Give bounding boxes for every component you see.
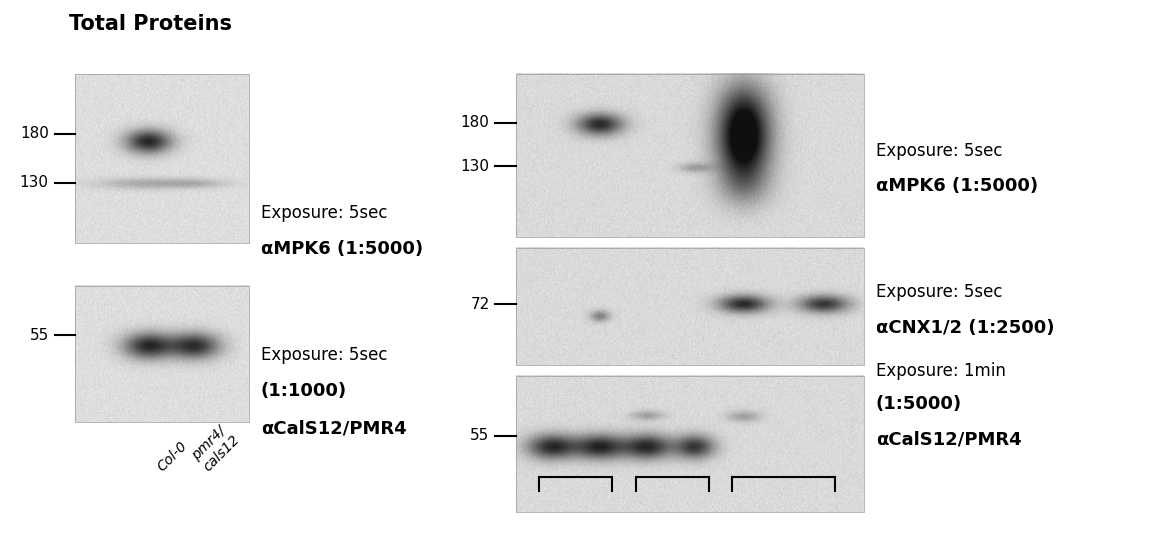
Text: 3: 3 (641, 493, 653, 511)
Bar (516, 376, 864, 512)
Bar (516, 74, 864, 237)
Text: Exposure: 5sec: Exposure: 5sec (261, 204, 387, 222)
Text: 130: 130 (461, 159, 490, 174)
Text: S100: S100 (647, 456, 697, 474)
Text: 1: 1 (546, 493, 558, 511)
Text: 55: 55 (29, 328, 49, 343)
Text: (1:1000): (1:1000) (261, 382, 347, 399)
Text: 180: 180 (461, 115, 490, 130)
Text: 180: 180 (20, 126, 49, 141)
Bar (516, 248, 864, 365)
Bar (75, 286, 249, 422)
Text: Exposure: 5sec: Exposure: 5sec (876, 142, 1002, 160)
Text: pmr4/
cals12: pmr4/ cals12 (189, 421, 242, 474)
Text: 4: 4 (689, 493, 701, 511)
Text: 55: 55 (470, 428, 490, 444)
Bar (75, 74, 249, 243)
Text: αCNX1/2 (1:2500): αCNX1/2 (1:2500) (876, 319, 1054, 337)
Text: Exposure: 1min: Exposure: 1min (876, 362, 1006, 380)
Text: 6: 6 (818, 493, 829, 511)
Text: (1:5000): (1:5000) (876, 395, 962, 413)
Text: 5: 5 (738, 493, 749, 511)
Text: αMPK6 (1:5000): αMPK6 (1:5000) (876, 177, 1038, 195)
Text: Total: Total (551, 456, 601, 474)
Text: αMPK6 (1:5000): αMPK6 (1:5000) (261, 240, 423, 258)
Text: P100/
M: P100/ M (755, 435, 812, 474)
Text: 72: 72 (470, 296, 490, 312)
Text: Exposure: 5sec: Exposure: 5sec (876, 283, 1002, 301)
Text: αCalS12/PMR4: αCalS12/PMR4 (261, 420, 407, 438)
Text: Total Proteins: Total Proteins (70, 14, 232, 34)
Text: 2: 2 (594, 493, 606, 511)
Text: 130: 130 (20, 175, 49, 190)
Text: Exposure: 5sec: Exposure: 5sec (261, 346, 387, 364)
Text: αCalS12/PMR4: αCalS12/PMR4 (876, 431, 1022, 449)
Text: Col-0: Col-0 (154, 439, 189, 474)
